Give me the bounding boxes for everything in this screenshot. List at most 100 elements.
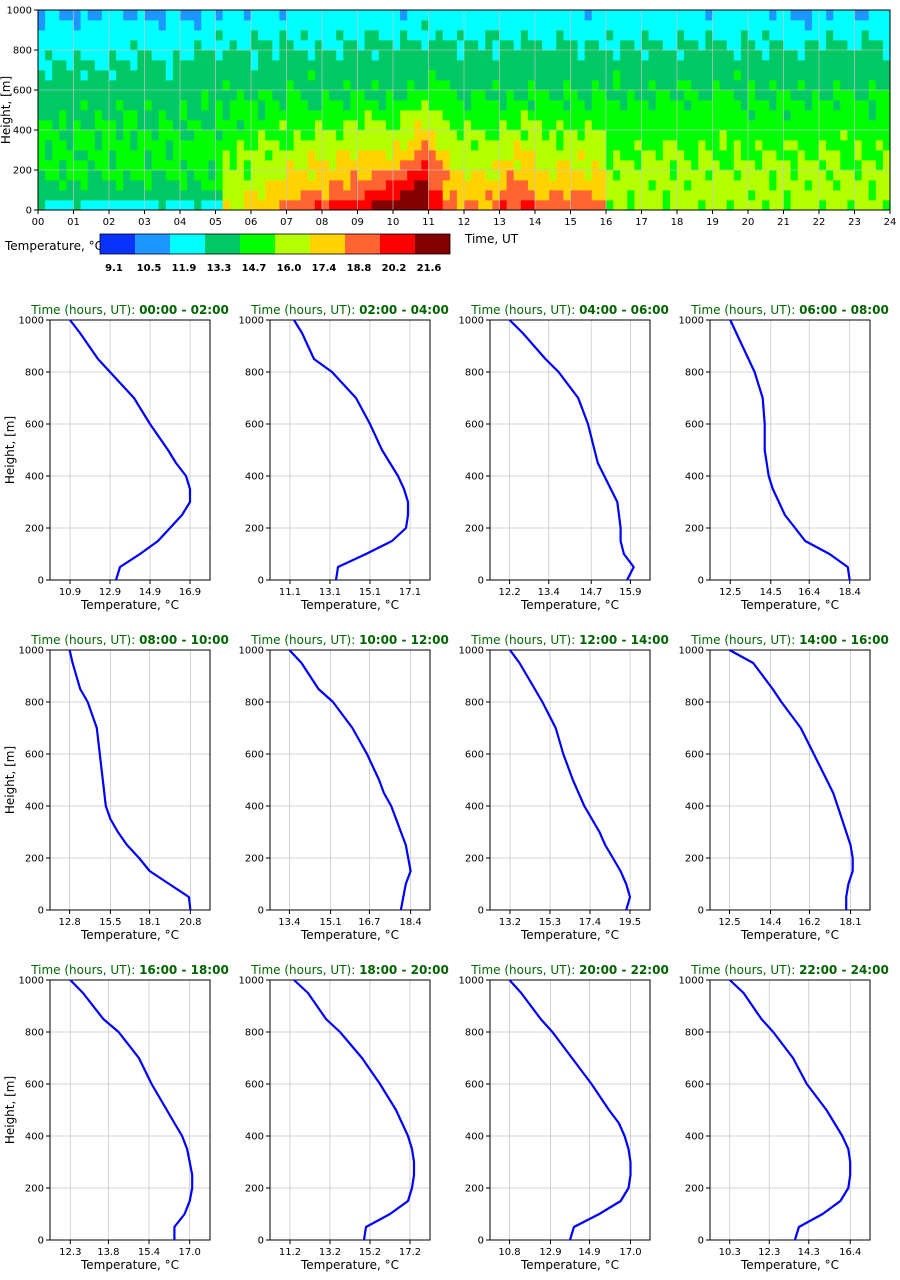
heatmap-cell bbox=[421, 130, 429, 141]
heatmap-cell bbox=[45, 180, 53, 191]
heatmap-cell bbox=[52, 40, 60, 51]
colorbar-swatch bbox=[415, 234, 450, 254]
heatmap-cell bbox=[137, 20, 145, 31]
heatmap-cell bbox=[194, 130, 202, 141]
heatmap-cell bbox=[797, 50, 806, 61]
heatmap-cell bbox=[94, 140, 103, 151]
heatmap-cell bbox=[279, 110, 287, 121]
heatmap-cell bbox=[740, 100, 749, 111]
profile-y-tick-label: 1000 bbox=[459, 976, 484, 987]
heatmap-cell bbox=[172, 30, 181, 41]
heatmap-cell bbox=[307, 90, 316, 101]
heatmap-cell bbox=[137, 80, 145, 91]
heatmap-cell bbox=[158, 150, 167, 161]
heatmap-cell bbox=[464, 70, 472, 81]
heatmap-cell bbox=[80, 10, 89, 21]
heatmap-cell bbox=[542, 160, 550, 171]
heatmap-cell bbox=[556, 50, 564, 61]
heatmap-cell bbox=[556, 190, 564, 201]
heatmap-cell bbox=[456, 110, 465, 121]
heatmap-cell bbox=[400, 190, 408, 201]
heatmap-cell bbox=[705, 120, 713, 131]
heatmap-cell bbox=[400, 50, 408, 61]
heatmap-cell bbox=[556, 20, 564, 31]
heatmap-cell bbox=[826, 190, 834, 201]
heatmap-cell bbox=[826, 140, 834, 151]
heatmap-cell bbox=[492, 40, 500, 51]
heatmap-cell bbox=[314, 110, 323, 121]
heatmap-cell bbox=[59, 70, 67, 81]
heatmap-cell bbox=[513, 120, 522, 131]
heatmap-cell bbox=[165, 160, 174, 171]
heatmap-cell bbox=[442, 200, 451, 211]
heatmap-cell bbox=[38, 50, 46, 61]
heatmap-cell bbox=[748, 110, 756, 121]
profile-x-tick-label: 16.4 bbox=[839, 1247, 861, 1258]
heatmap-cell bbox=[38, 140, 46, 151]
heatmap-cell bbox=[286, 140, 294, 151]
profile-y-tick-label: 0 bbox=[38, 906, 44, 917]
heatmap-cell bbox=[620, 90, 628, 101]
heatmap-cell bbox=[684, 120, 692, 131]
heatmap-cell bbox=[222, 170, 231, 181]
heatmap-cell bbox=[669, 190, 678, 201]
heatmap-cell bbox=[336, 140, 344, 151]
heatmap-cell bbox=[428, 200, 436, 211]
heatmap-cell bbox=[868, 20, 877, 31]
heatmap-cell bbox=[414, 140, 422, 151]
heatmap-cell bbox=[719, 90, 728, 101]
heatmap-cell bbox=[350, 30, 358, 41]
heatmap-cell bbox=[464, 200, 472, 211]
heatmap-cell bbox=[393, 30, 401, 41]
heatmap-cell bbox=[648, 180, 657, 191]
heatmap-cell bbox=[45, 70, 53, 81]
heatmap-cell bbox=[769, 20, 777, 31]
heatmap-cell bbox=[662, 110, 671, 121]
heatmap-cell bbox=[471, 130, 479, 141]
heatmap-cell bbox=[769, 30, 777, 41]
heatmap-cell bbox=[527, 30, 536, 41]
heatmap-cell bbox=[109, 110, 117, 121]
heatmap-cell bbox=[201, 80, 209, 91]
profile-y-tick-label: 800 bbox=[465, 368, 484, 379]
heatmap-cell bbox=[577, 130, 586, 141]
heatmap-cell bbox=[691, 100, 699, 111]
heatmap-cell bbox=[719, 30, 728, 41]
heatmap-cell bbox=[833, 40, 841, 51]
heatmap-cell bbox=[158, 50, 167, 61]
heatmap-cell bbox=[563, 140, 571, 151]
heatmap-cell bbox=[94, 40, 103, 51]
heatmap-cell bbox=[549, 70, 557, 81]
heatmap-cell bbox=[712, 140, 720, 151]
heatmap-cell bbox=[307, 180, 316, 191]
heatmap-cell bbox=[705, 170, 713, 181]
heatmap-cell bbox=[165, 100, 174, 111]
profile-x-axis-label: Temperature, °C bbox=[520, 1258, 619, 1272]
heatmap-cell bbox=[279, 140, 287, 151]
heatmap-cell bbox=[478, 40, 486, 51]
heatmap-cell bbox=[726, 190, 735, 201]
heatmap-cell bbox=[712, 30, 720, 41]
heatmap-cell bbox=[790, 90, 799, 101]
heatmap-cell bbox=[343, 180, 351, 191]
heatmap-cell bbox=[116, 10, 124, 21]
heatmap-cell bbox=[669, 90, 678, 101]
heatmap-cell bbox=[329, 10, 337, 21]
heatmap-cell bbox=[733, 180, 742, 191]
heatmap-cell bbox=[300, 50, 309, 61]
heatmap-cell bbox=[94, 100, 103, 111]
heatmap-cell bbox=[804, 80, 813, 91]
heatmap-x-tick-label: 11 bbox=[422, 217, 435, 228]
heatmap-cell bbox=[456, 90, 465, 101]
heatmap-cell bbox=[343, 60, 351, 71]
heatmap-cell bbox=[87, 20, 96, 31]
heatmap-cell bbox=[733, 10, 742, 21]
heatmap-cell bbox=[882, 130, 891, 141]
heatmap-cell bbox=[265, 190, 273, 201]
heatmap-cell bbox=[620, 20, 628, 31]
heatmap-cell bbox=[187, 40, 195, 51]
heatmap-cell bbox=[591, 10, 600, 21]
heatmap-cell bbox=[222, 40, 231, 51]
heatmap-cell bbox=[222, 20, 231, 31]
heatmap-cell bbox=[123, 140, 131, 151]
